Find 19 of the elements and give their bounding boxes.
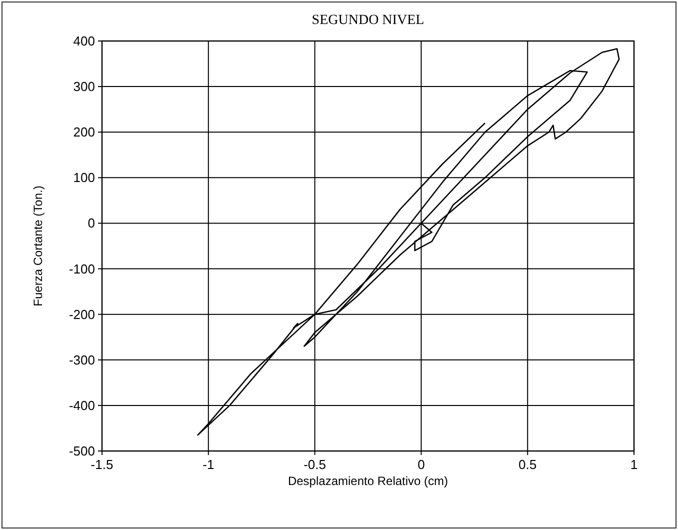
y-tick-label: -400 bbox=[68, 398, 95, 413]
y-tick-label: 300 bbox=[73, 79, 95, 94]
x-tick-label: 0 bbox=[418, 457, 425, 472]
y-tick-label: -100 bbox=[68, 261, 95, 276]
y-tick-label: -500 bbox=[68, 444, 95, 458]
y-tick-label: 400 bbox=[73, 34, 95, 48]
y-axis-title: Fuerza Cortante (Ton.) bbox=[31, 186, 45, 306]
x-tick-label: -1 bbox=[202, 457, 214, 472]
x-tick-label: -1.5 bbox=[90, 457, 114, 472]
x-axis-title: Desplazamiento Relativo (cm) bbox=[288, 474, 448, 488]
chart-title: SEGUNDO NIVEL bbox=[312, 13, 424, 28]
y-tick-label: -300 bbox=[68, 352, 95, 368]
y-tick-label: 200 bbox=[73, 124, 95, 140]
x-tick-label: -0.5 bbox=[304, 457, 326, 472]
y-tick-label: 0 bbox=[88, 216, 95, 231]
x-tick-label: 1 bbox=[630, 457, 638, 472]
x-tick-label: 0.5 bbox=[518, 457, 537, 472]
y-tick-label: -200 bbox=[68, 306, 95, 322]
y-tick-label: 100 bbox=[73, 170, 95, 186]
